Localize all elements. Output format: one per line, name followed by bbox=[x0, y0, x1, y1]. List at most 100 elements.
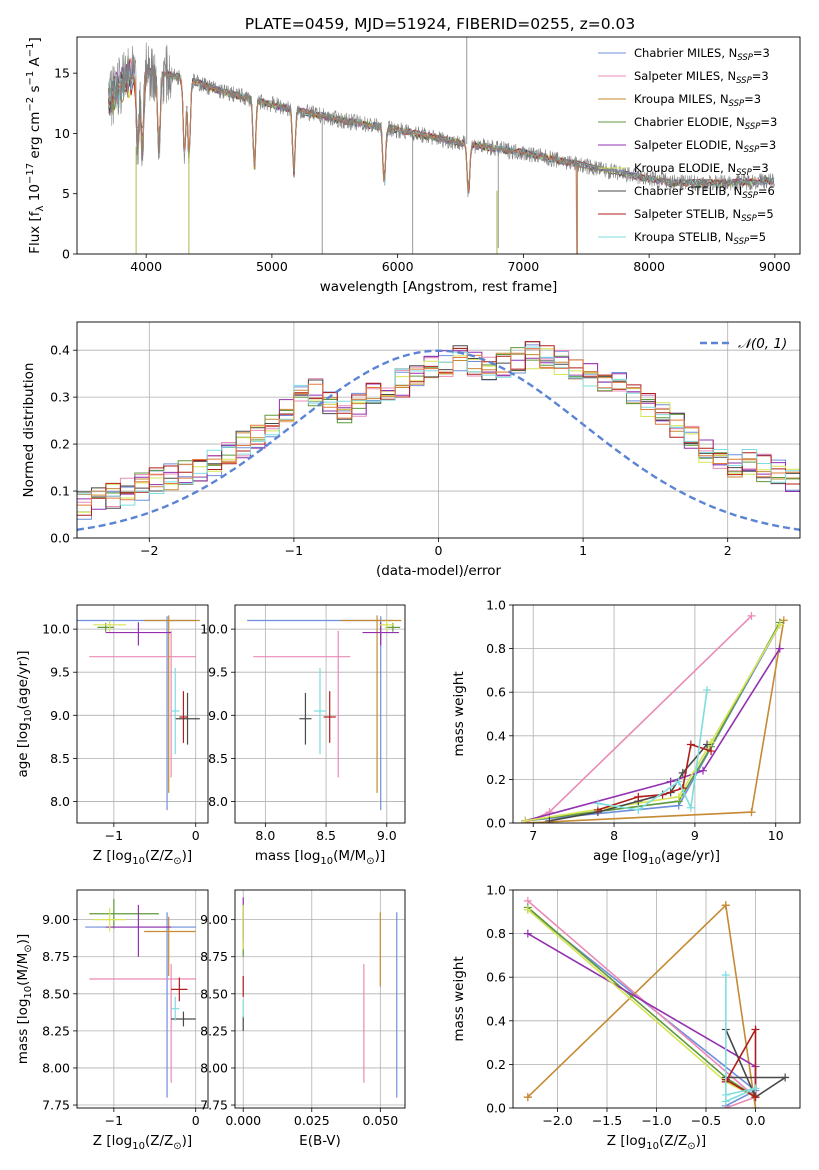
y-tick-label: 0.6 bbox=[486, 685, 506, 700]
y-tick-label: 8.50 bbox=[200, 986, 228, 1001]
label-part: age [ bbox=[15, 743, 31, 778]
label-part: =3 bbox=[760, 115, 777, 129]
weight-marker bbox=[674, 792, 683, 801]
axes-frame bbox=[76, 889, 209, 1109]
label-part: 10 bbox=[132, 1141, 145, 1152]
legend-label-6: Kroupa ELODIE, NSSP=3 bbox=[634, 161, 769, 178]
label-part: )] bbox=[375, 848, 386, 864]
weight-marker bbox=[721, 901, 730, 910]
weight-marker bbox=[666, 777, 675, 786]
weight-marker bbox=[751, 1093, 760, 1102]
y-tick-label: 8.50 bbox=[42, 986, 70, 1001]
label-part: 10 bbox=[23, 986, 34, 999]
label-part: )] bbox=[182, 848, 193, 864]
y-tick-label: 5 bbox=[62, 186, 70, 201]
x-tick-label: −0.5 bbox=[691, 1113, 721, 1128]
weight-marker bbox=[721, 1090, 730, 1099]
label-part: ⊙ bbox=[173, 1141, 181, 1152]
spectrum-axes: 4000 5000 6000 7000 8000 9000 0 5 10 15 wavelength… bbox=[25, 36, 801, 295]
y-tick-label: 0 bbox=[62, 247, 70, 262]
label-part: mass weight bbox=[451, 671, 467, 756]
label-part: )] bbox=[182, 1133, 193, 1149]
label-part: )] bbox=[696, 1133, 707, 1149]
weight-line-3 bbox=[525, 620, 785, 823]
weight-marker bbox=[775, 620, 784, 629]
label-part: mass [ bbox=[15, 1019, 31, 1064]
label-part: (age/yr)] bbox=[15, 650, 31, 709]
y-tick-label: 9.5 bbox=[208, 665, 228, 680]
weight-marker bbox=[747, 611, 756, 620]
label-part: mass [ bbox=[255, 848, 300, 864]
x-tick-label: 7000 bbox=[507, 259, 539, 274]
y-tick-label: 0.8 bbox=[486, 641, 506, 656]
chart-layer: 4000 5000 6000 7000 8000 9000051015wavelength… bbox=[15, 36, 801, 1152]
legend-label-9: Kroupa STELIB, NSSP=5 bbox=[634, 230, 766, 247]
mass-vs-age-axes: 8.0 8.5 9.0 8.0 8.5 9.0 9.5 10.0 mass [log10​(M/… bbox=[200, 604, 406, 867]
x-tick-label: 4000 bbox=[130, 259, 162, 274]
label-part: 10 bbox=[23, 710, 34, 723]
weight-marker bbox=[751, 1084, 760, 1093]
weight-marker bbox=[707, 747, 716, 756]
x-tick-label: 10 bbox=[768, 828, 784, 843]
label-part: Z [ bbox=[607, 1133, 626, 1149]
label-part: ⊙ bbox=[366, 856, 374, 867]
label-part: SSP bbox=[737, 53, 753, 63]
axes-frame bbox=[234, 889, 406, 1109]
x-tick-label: 8.5 bbox=[316, 828, 336, 843]
y-tick-label: 8.0 bbox=[50, 794, 70, 809]
x-tick-label: 9000 bbox=[759, 259, 791, 274]
label-part: =5 bbox=[749, 230, 766, 244]
y-tick-label: 0.1 bbox=[50, 484, 70, 499]
label-part: Chabrier ELODIE, N bbox=[634, 115, 745, 129]
label-part: Salpeter MILES, N bbox=[634, 69, 736, 83]
label-part: SSP bbox=[736, 76, 752, 86]
label-part: SSP bbox=[745, 122, 761, 132]
x-tick-label: 1 bbox=[579, 543, 587, 558]
legend-label-2: Salpeter MILES, NSSP=3 bbox=[634, 69, 769, 86]
weight-marker bbox=[751, 1104, 760, 1108]
axes-frame bbox=[512, 604, 801, 824]
label-part: SSP bbox=[742, 191, 758, 201]
weight-marker bbox=[686, 803, 695, 812]
label-part: (Z/Z bbox=[659, 1133, 687, 1149]
y-tick-label: 7.75 bbox=[42, 1098, 70, 1113]
weight-line-1 bbox=[525, 624, 781, 822]
weight-line-6 bbox=[524, 624, 781, 822]
y-tick-label: 0.4 bbox=[486, 1013, 506, 1028]
y-tick-label: 0.0 bbox=[486, 1101, 506, 1116]
weight-vs-z-axes: −2.0 −1.5 −1.0 −0.5 0.0 0.0 0.2 0.4 0.6 0.8 1.0 Z [… bbox=[451, 883, 801, 1152]
label-part: (age/yr)] bbox=[661, 848, 720, 864]
label-part: Kroupa STELIB, N bbox=[634, 230, 734, 244]
y-tick-label: 1.0 bbox=[486, 598, 506, 613]
label-part: (Z/Z bbox=[145, 1133, 173, 1149]
x-tick-label: 2 bbox=[724, 543, 732, 558]
label-part: log bbox=[626, 1133, 647, 1149]
label-part: SSP bbox=[734, 237, 750, 247]
label-part: =3 bbox=[753, 46, 770, 60]
y-tick-label: 0.2 bbox=[486, 1057, 506, 1072]
label-part: ] bbox=[27, 37, 43, 42]
x-axis-label: (data-model)/error bbox=[376, 563, 502, 579]
weight-marker bbox=[634, 805, 643, 814]
x-tick-label: 0 bbox=[192, 1113, 200, 1128]
label-part: =3 bbox=[759, 138, 776, 152]
weight-line-8 bbox=[597, 743, 712, 811]
label-part: Salpeter ELODIE, N bbox=[634, 138, 744, 152]
label-part: =6 bbox=[758, 184, 775, 198]
weight-marker bbox=[545, 816, 554, 823]
normal-reference-curve bbox=[77, 349, 800, 531]
observed-spectrum bbox=[108, 42, 775, 198]
weight-line-8 bbox=[725, 1026, 757, 1099]
ebv-vs-mass-axes: 0.000 0.025 0.050 7.75 8.00 8.25 8.50 8.75 9.00 E… bbox=[200, 889, 406, 1149]
y-tick-label: 10.0 bbox=[200, 622, 228, 637]
label-part: λ bbox=[35, 205, 46, 211]
y-tick-label: 9.00 bbox=[42, 912, 70, 927]
x-tick-label: −2 bbox=[140, 543, 158, 558]
y-axis-label: mass weight bbox=[451, 671, 467, 756]
label-part: age [ bbox=[593, 848, 628, 864]
weight-marker bbox=[707, 738, 716, 747]
weight-marker bbox=[634, 792, 643, 801]
y-tick-label: 0.8 bbox=[486, 926, 506, 941]
